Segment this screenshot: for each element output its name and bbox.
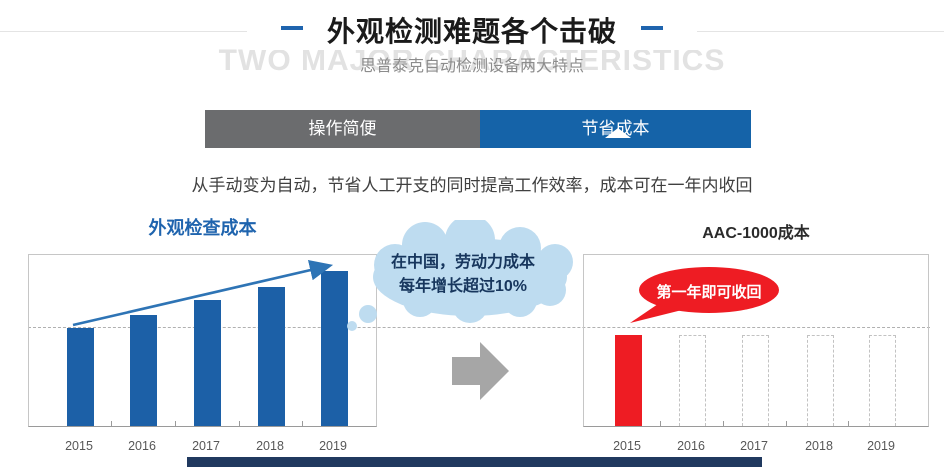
axis-tick: [111, 421, 112, 426]
bar-2016: [679, 335, 706, 426]
year-label: 2019: [867, 439, 895, 453]
red-callout-text: 第一年即可收回: [656, 284, 762, 301]
page-title: 外观检测难题各个击破: [326, 16, 617, 47]
cloud-shape-icon: [347, 215, 573, 331]
tab-easy-operation[interactable]: 操作简便: [205, 110, 480, 148]
year-label: 2017: [192, 439, 220, 453]
left-chart-title: 外观检查成本: [148, 218, 257, 238]
red-callout: 第一年即可收回: [620, 262, 795, 328]
bar-2015: [615, 335, 642, 426]
bar-2019: [869, 335, 896, 426]
right-chart-title: AAC-1000成本: [702, 225, 810, 242]
cloud-callout: 在中国，劳动力成本 每年增长超过10%: [338, 215, 588, 340]
axis-tick: [302, 421, 303, 426]
year-label: 2018: [805, 439, 833, 453]
transition-arrow-icon: [452, 342, 509, 400]
axis-tick: [848, 421, 849, 426]
cloud-callout-line2: 每年增长超过10%: [398, 278, 528, 295]
bar-2015: [67, 328, 94, 426]
axis-tick: [786, 421, 787, 426]
bar-2016: [130, 315, 157, 426]
footer-accent-bar: [187, 457, 762, 467]
cloud-callout-line1: 在中国，劳动力成本: [390, 254, 535, 271]
axis-tick: [723, 421, 724, 426]
bar-2018: [807, 335, 834, 426]
bar-2017: [742, 335, 769, 426]
year-label: 2019: [319, 439, 347, 453]
manual-cost-chart-x-labels: 2015 2016 2017 2018 2019: [28, 439, 377, 455]
bar-2019: [321, 271, 348, 426]
manual-cost-chart: [28, 254, 377, 427]
title-dash-right-icon: [641, 26, 663, 30]
active-tab-notch: [605, 128, 631, 138]
year-label: 2018: [256, 439, 284, 453]
title-row: 外观检测难题各个击破: [0, 10, 944, 50]
year-label: 2016: [128, 439, 156, 453]
aac1000-cost-chart: [583, 254, 929, 427]
page-subtitle: 思普泰克自动检测设备两大特点: [359, 58, 584, 75]
bar-2018: [258, 287, 285, 426]
year-label: 2015: [613, 439, 641, 453]
title-dash-left-icon: [280, 26, 303, 30]
year-label: 2015: [65, 439, 93, 453]
axis-tick: [175, 421, 176, 426]
year-label: 2016: [677, 439, 705, 453]
trend-arrow-icon: [72, 259, 334, 327]
speech-bubble-icon: [630, 267, 779, 323]
axis-tick: [239, 421, 240, 426]
year-label: 2017: [740, 439, 768, 453]
feature-tabbar: 操作简便 节省成本: [205, 110, 751, 148]
axis-tick: [660, 421, 661, 426]
aac1000-cost-chart-x-labels: 2015 2016 2017 2018 2019: [583, 439, 929, 455]
dashed-baseline: [28, 327, 930, 328]
bar-2017: [194, 300, 221, 426]
intro-text: 从手动变为自动，节省人工开支的同时提高工作效率，成本可在一年内收回: [191, 176, 753, 195]
